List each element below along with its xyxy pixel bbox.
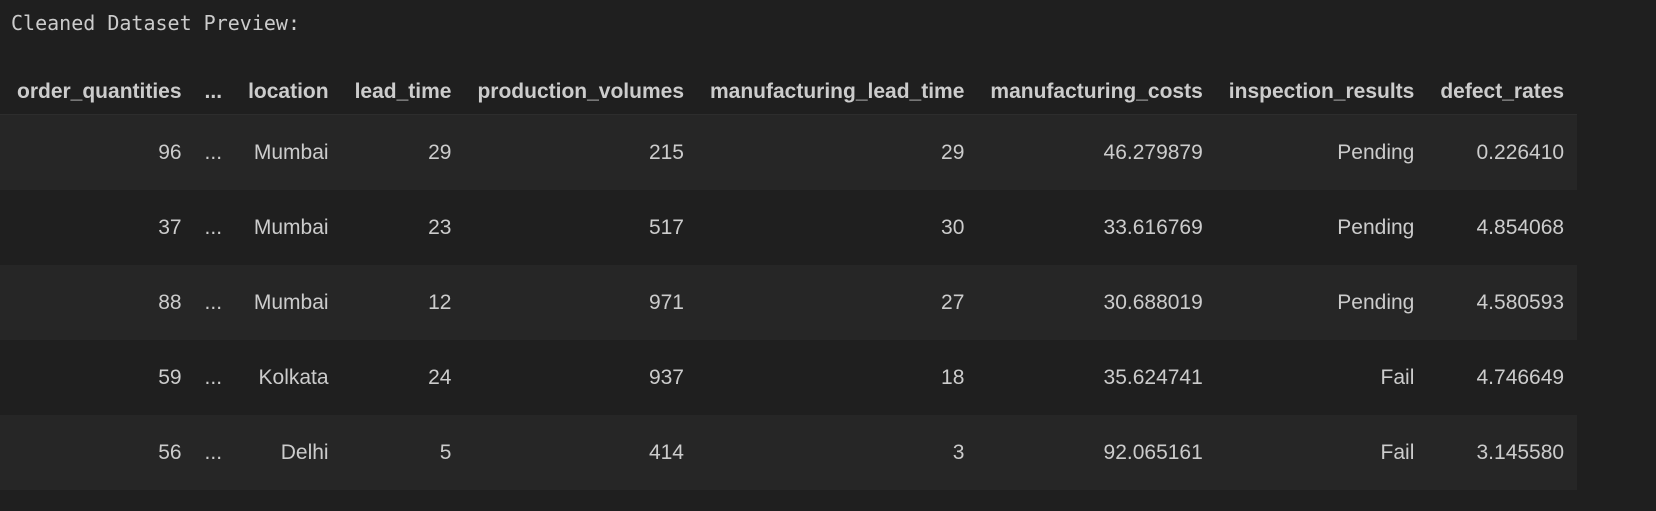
cell-inspection-results: Pending xyxy=(1337,215,1415,239)
cell-defect-rates: 4.580593 xyxy=(1476,290,1565,314)
table-body: 96 ... Mumbai 29 215 29 46.279879 Pendin… xyxy=(0,114,1578,490)
table-row: 37 ... Mumbai 23 517 30 33.616769 Pendin… xyxy=(0,190,1578,265)
cell-production-volumes: 517 xyxy=(648,215,684,239)
table-row: 96 ... Mumbai 29 215 29 46.279879 Pendin… xyxy=(0,114,1578,190)
cell-defect-rates: 0.226410 xyxy=(1476,140,1565,164)
table-row: 88 ... Mumbai 12 971 27 30.688019 Pendin… xyxy=(0,265,1578,340)
cell-production-volumes: 937 xyxy=(648,365,684,389)
cell-ellipsis: ... xyxy=(204,290,223,314)
cell-location: Mumbai xyxy=(253,140,329,164)
header-row: order_quantities ... location lead_time … xyxy=(0,69,1578,115)
cell-inspection-results: Pending xyxy=(1337,290,1415,314)
column-header-production-volumes: production_volumes xyxy=(464,69,697,115)
column-header-inspection-results: inspection_results xyxy=(1215,69,1428,115)
table-row: 59 ... Kolkata 24 937 18 35.624741 Fail … xyxy=(0,340,1578,415)
cell-inspection-results: Pending xyxy=(1337,140,1415,164)
cell-inspection-results: Fail xyxy=(1380,440,1415,464)
table-row: 56 ... Delhi 5 414 3 92.065161 Fail 3.14… xyxy=(0,415,1578,490)
column-header-manufacturing-costs: manufacturing_costs xyxy=(977,69,1216,115)
cell-lead-time: 23 xyxy=(428,215,452,239)
cell-production-volumes: 971 xyxy=(648,290,684,314)
cell-manufacturing-lead-time: 29 xyxy=(941,140,965,164)
cell-lead-time: 29 xyxy=(428,140,452,164)
cell-manufacturing-lead-time: 30 xyxy=(941,215,965,239)
cell-order-quantities: 88 xyxy=(158,290,182,314)
output-heading: Cleaned Dataset Preview: xyxy=(11,11,300,35)
cell-manufacturing-lead-time: 3 xyxy=(952,440,965,464)
cell-defect-rates: 3.145580 xyxy=(1476,440,1565,464)
cell-ellipsis: ... xyxy=(204,365,223,389)
cell-production-volumes: 215 xyxy=(648,140,684,164)
column-header-manufacturing-lead-time: manufacturing_lead_time xyxy=(697,69,978,115)
cell-location: Mumbai xyxy=(253,290,329,314)
cell-defect-rates: 4.854068 xyxy=(1476,215,1565,239)
cell-ellipsis: ... xyxy=(204,440,223,464)
cell-manufacturing-lead-time: 18 xyxy=(941,365,965,389)
column-header-order-quantities: order_quantities xyxy=(0,69,195,115)
cell-lead-time: 5 xyxy=(439,440,452,464)
cell-manufacturing-costs: 46.279879 xyxy=(1103,140,1203,164)
cell-ellipsis: ... xyxy=(204,140,223,164)
cell-ellipsis: ... xyxy=(204,215,223,239)
cell-manufacturing-lead-time: 27 xyxy=(941,290,965,314)
cell-location: Delhi xyxy=(280,440,329,464)
cell-manufacturing-costs: 35.624741 xyxy=(1103,365,1203,389)
cell-order-quantities: 59 xyxy=(158,365,182,389)
cell-location: Kolkata xyxy=(258,365,329,389)
cell-defect-rates: 4.746649 xyxy=(1476,365,1565,389)
column-header-defect-rates: defect_rates xyxy=(1427,69,1578,115)
cell-lead-time: 12 xyxy=(428,290,452,314)
column-header-ellipsis: ... xyxy=(194,69,236,115)
dataframe-table: order_quantities ... location lead_time … xyxy=(0,69,1578,490)
cell-order-quantities: 56 xyxy=(158,440,182,464)
column-header-location: location xyxy=(235,69,342,115)
cell-production-volumes: 414 xyxy=(648,440,684,464)
cell-order-quantities: 96 xyxy=(158,140,182,164)
table-header: order_quantities ... location lead_time … xyxy=(0,69,1578,115)
cell-manufacturing-costs: 30.688019 xyxy=(1103,290,1203,314)
cell-manufacturing-costs: 92.065161 xyxy=(1103,440,1203,464)
cell-lead-time: 24 xyxy=(428,365,452,389)
cell-manufacturing-costs: 33.616769 xyxy=(1103,215,1203,239)
cell-location: Mumbai xyxy=(253,215,329,239)
column-header-lead-time: lead_time xyxy=(341,69,465,115)
cell-order-quantities: 37 xyxy=(158,215,182,239)
cell-inspection-results: Fail xyxy=(1380,365,1415,389)
